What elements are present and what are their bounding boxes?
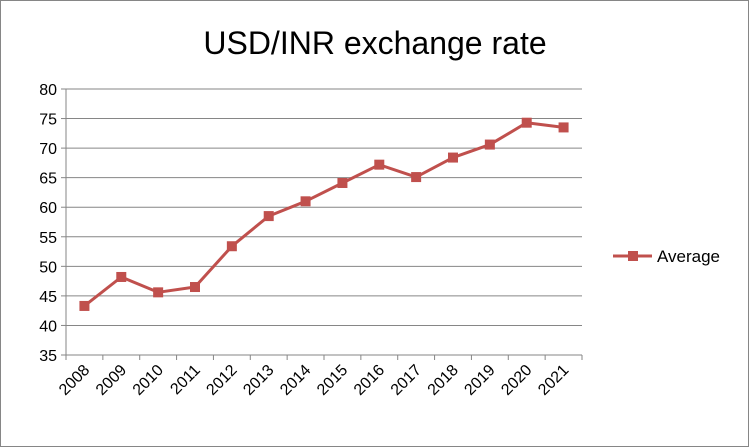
- data-point-2017: [411, 172, 422, 183]
- y-axis-tick-labels: 35 40 45 50 55 60 65 70 75 80: [39, 82, 57, 365]
- legend-label-average: Average: [657, 247, 720, 266]
- data-point-2008: [79, 300, 90, 311]
- y-tick-label-70: 70: [39, 141, 57, 158]
- y-tick-label-80: 80: [39, 82, 57, 99]
- y-tick-label-40: 40: [39, 318, 57, 335]
- legend: Average: [613, 247, 720, 266]
- data-point-2020: [521, 117, 532, 128]
- y-tick-label-35: 35: [39, 348, 57, 365]
- data-point-2009: [116, 271, 127, 282]
- y-tick-label-65: 65: [39, 171, 57, 188]
- chart-title: USD/INR exchange rate: [203, 25, 546, 61]
- y-tick-label-50: 50: [39, 259, 57, 276]
- axes: [61, 88, 583, 360]
- series-average: [79, 117, 569, 311]
- y-tick-label-60: 60: [39, 200, 57, 217]
- legend-marker-swatch: [628, 251, 638, 261]
- data-point-2013: [263, 211, 274, 222]
- data-point-2014: [300, 196, 311, 207]
- data-point-2019: [484, 139, 495, 150]
- y-tick-label-55: 55: [39, 230, 57, 247]
- y-tick-label-75: 75: [39, 112, 57, 129]
- y-tick-label-45: 45: [39, 289, 57, 306]
- series-line-average: [83, 121, 564, 308]
- data-point-2015: [337, 177, 348, 188]
- data-point-2011: [190, 282, 200, 293]
- data-point-2010: [153, 287, 164, 298]
- data-point-2016: [374, 159, 385, 170]
- grid-lines: [66, 88, 582, 326]
- data-point-2018: [448, 152, 458, 163]
- data-point-2021: [558, 122, 569, 133]
- data-point-2012: [226, 241, 237, 252]
